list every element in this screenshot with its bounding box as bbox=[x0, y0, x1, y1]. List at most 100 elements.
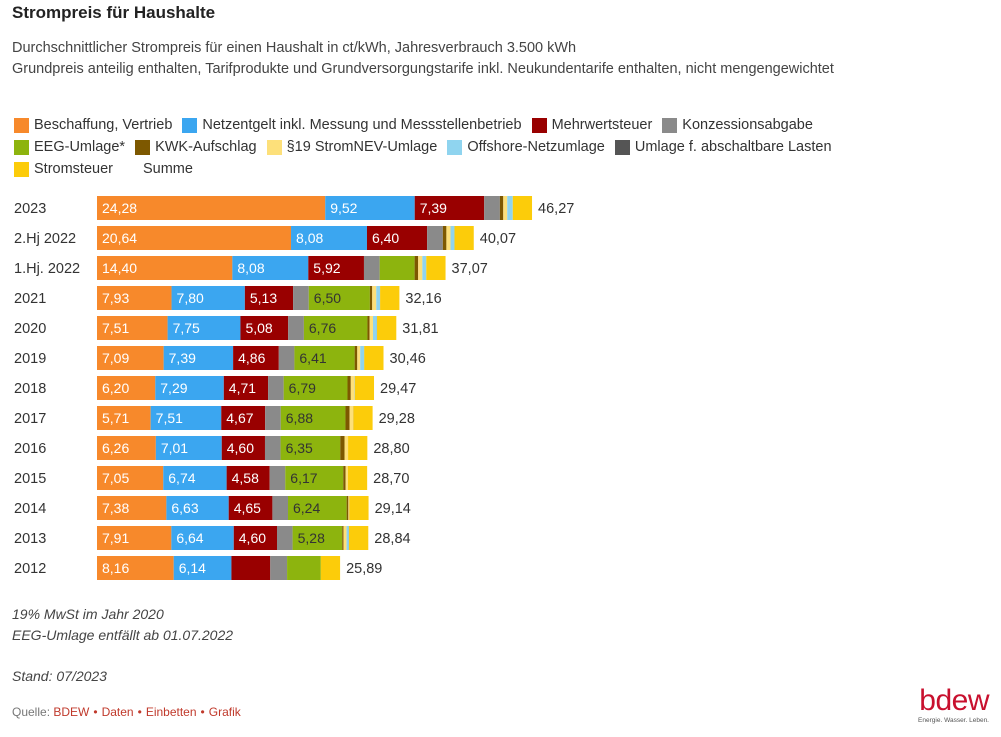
legend-item[interactable]: KWK-Aufschlag bbox=[135, 139, 257, 155]
bar-segment[interactable] bbox=[360, 346, 365, 370]
bar-segment[interactable] bbox=[346, 496, 349, 520]
bar-segment[interactable] bbox=[426, 256, 446, 280]
bar-segment[interactable] bbox=[280, 406, 346, 430]
bar-segment[interactable] bbox=[223, 376, 269, 400]
bar-segment[interactable] bbox=[348, 496, 350, 520]
bar-segment[interactable] bbox=[97, 316, 168, 340]
bar-segment[interactable] bbox=[233, 346, 279, 370]
bar-segment[interactable] bbox=[288, 496, 347, 520]
legend-item[interactable]: Umlage f. abschaltbare Lasten bbox=[614, 139, 832, 155]
bar-segment[interactable] bbox=[364, 346, 384, 370]
bar-segment[interactable] bbox=[418, 256, 423, 280]
bar-segment[interactable] bbox=[97, 196, 326, 220]
bar-segment[interactable] bbox=[369, 316, 373, 340]
bar-segment[interactable] bbox=[97, 376, 156, 400]
bar-segment[interactable] bbox=[167, 316, 241, 340]
bar-segment[interactable] bbox=[376, 286, 381, 310]
legend-item[interactable]: Stromsteuer bbox=[14, 161, 113, 177]
bar-segment[interactable] bbox=[294, 346, 355, 370]
bar-segment[interactable] bbox=[369, 286, 373, 310]
bar-segment[interactable] bbox=[155, 436, 222, 460]
bar-segment[interactable] bbox=[270, 556, 288, 580]
bar-segment[interactable] bbox=[97, 256, 233, 280]
bar-segment[interactable] bbox=[97, 556, 174, 580]
bar-segment[interactable] bbox=[354, 346, 358, 370]
bar-segment[interactable] bbox=[293, 286, 309, 310]
bar-segment[interactable] bbox=[366, 226, 428, 250]
bar-segment[interactable] bbox=[343, 526, 347, 550]
bar-segment[interactable] bbox=[285, 466, 344, 490]
bar-segment[interactable] bbox=[97, 226, 292, 250]
bar-segment[interactable] bbox=[442, 226, 447, 250]
bar-segment[interactable] bbox=[278, 346, 295, 370]
bar-segment[interactable] bbox=[163, 466, 227, 490]
bar-segment[interactable] bbox=[372, 286, 377, 310]
bar-segment[interactable] bbox=[340, 436, 345, 460]
legend-item[interactable]: §19 StromNEV-Umlage bbox=[266, 139, 437, 155]
legend-item[interactable]: Offshore-Netzumlage bbox=[447, 139, 605, 155]
bar-segment[interactable] bbox=[346, 526, 349, 550]
bar-segment[interactable] bbox=[503, 196, 508, 220]
bar-segment[interactable] bbox=[343, 466, 346, 490]
legend-item[interactable]: Summe bbox=[123, 161, 193, 177]
bar-segment[interactable] bbox=[357, 346, 361, 370]
bar-segment[interactable] bbox=[269, 466, 286, 490]
bar-segment[interactable] bbox=[454, 226, 474, 250]
bar-segment[interactable] bbox=[484, 196, 500, 220]
source-link-bdew[interactable]: BDEW bbox=[53, 705, 90, 719]
legend-item[interactable]: Konzessionsabgabe bbox=[662, 117, 813, 133]
legend-item[interactable]: Beschaffung, Vertrieb bbox=[14, 117, 172, 133]
bar-segment[interactable] bbox=[308, 286, 370, 310]
bar-segment[interactable] bbox=[353, 406, 373, 430]
bar-segment[interactable] bbox=[166, 496, 229, 520]
bar-segment[interactable] bbox=[349, 526, 369, 550]
bar-segment[interactable] bbox=[363, 256, 380, 280]
bar-segment[interactable] bbox=[97, 346, 164, 370]
bar-segment[interactable] bbox=[233, 526, 278, 550]
graphic-link[interactable]: Grafik bbox=[208, 705, 241, 719]
bar-segment[interactable] bbox=[232, 256, 309, 280]
bar-segment[interactable] bbox=[163, 346, 234, 370]
embed-link[interactable]: Einbetten bbox=[145, 705, 197, 719]
bar-segment[interactable] bbox=[450, 226, 455, 250]
bar-segment[interactable] bbox=[288, 316, 304, 340]
bar-segment[interactable] bbox=[97, 496, 167, 520]
bar-segment[interactable] bbox=[380, 286, 400, 310]
bar-segment[interactable] bbox=[171, 286, 245, 310]
bar-segment[interactable] bbox=[264, 436, 281, 460]
bar-segment[interactable] bbox=[354, 376, 375, 400]
bar-segment[interactable] bbox=[372, 316, 377, 340]
bar-segment[interactable] bbox=[292, 526, 343, 550]
bar-segment[interactable] bbox=[280, 436, 341, 460]
bar-segment[interactable] bbox=[97, 286, 172, 310]
bar-segment[interactable] bbox=[97, 406, 151, 430]
bar-segment[interactable] bbox=[512, 196, 533, 220]
bar-segment[interactable] bbox=[291, 226, 367, 250]
bar-segment[interactable] bbox=[277, 526, 293, 550]
bar-segment[interactable] bbox=[379, 256, 415, 280]
bar-segment[interactable] bbox=[173, 556, 232, 580]
bar-segment[interactable] bbox=[367, 316, 370, 340]
bar-segment[interactable] bbox=[97, 436, 156, 460]
bar-segment[interactable] bbox=[221, 406, 266, 430]
bar-segment[interactable] bbox=[349, 496, 369, 520]
bar-segment[interactable] bbox=[268, 376, 284, 400]
bar-segment[interactable] bbox=[240, 316, 289, 340]
bar-segment[interactable] bbox=[283, 376, 348, 400]
bar-segment[interactable] bbox=[221, 436, 265, 460]
legend-item[interactable]: Mehrwertsteuer bbox=[531, 117, 652, 133]
bar-segment[interactable] bbox=[507, 196, 513, 220]
bar-segment[interactable] bbox=[244, 286, 294, 310]
bar-segment[interactable] bbox=[350, 376, 355, 400]
bar-segment[interactable] bbox=[345, 466, 348, 490]
bar-segment[interactable] bbox=[97, 526, 172, 550]
legend-item[interactable]: Netzentgelt inkl. Messung und Messstelle… bbox=[182, 117, 522, 133]
legend-item[interactable]: EEG-Umlage* bbox=[14, 139, 125, 155]
bar-segment[interactable] bbox=[228, 496, 273, 520]
bar-segment[interactable] bbox=[272, 496, 289, 520]
bar-segment[interactable] bbox=[226, 466, 270, 490]
bar-segment[interactable] bbox=[446, 226, 451, 250]
bar-segment[interactable] bbox=[348, 436, 368, 460]
bar-segment[interactable] bbox=[97, 466, 164, 490]
bar-segment[interactable] bbox=[345, 406, 350, 430]
